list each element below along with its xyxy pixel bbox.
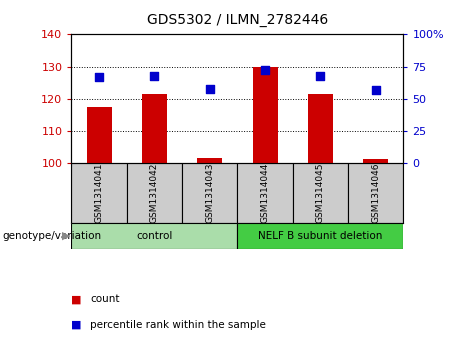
Text: count: count: [90, 294, 119, 305]
Point: [261, 67, 269, 73]
Bar: [182, 163, 237, 223]
Point: [95, 74, 103, 80]
Bar: [237, 163, 293, 223]
Bar: [127, 163, 182, 223]
Text: ▶: ▶: [62, 231, 70, 241]
Text: control: control: [136, 231, 172, 241]
Bar: [237, 223, 403, 249]
Point: [206, 86, 213, 92]
Text: GSM1314046: GSM1314046: [371, 162, 380, 223]
Bar: [348, 163, 403, 223]
Text: NELF B subunit deletion: NELF B subunit deletion: [258, 231, 383, 241]
Bar: [363, 159, 388, 163]
Bar: [87, 107, 112, 163]
Text: GDS5302 / ILMN_2782446: GDS5302 / ILMN_2782446: [147, 13, 328, 27]
Point: [317, 73, 324, 79]
Bar: [142, 94, 167, 163]
Bar: [293, 163, 348, 223]
Bar: [71, 223, 237, 249]
Point: [372, 87, 379, 93]
Bar: [197, 158, 222, 163]
Bar: [308, 94, 333, 163]
Bar: [253, 66, 278, 163]
Text: GSM1314045: GSM1314045: [316, 162, 325, 223]
Text: genotype/variation: genotype/variation: [2, 231, 101, 241]
Text: percentile rank within the sample: percentile rank within the sample: [90, 320, 266, 330]
Text: ■: ■: [71, 294, 82, 305]
Point: [151, 73, 158, 79]
Bar: [71, 163, 127, 223]
Text: GSM1314041: GSM1314041: [95, 162, 104, 223]
Text: ■: ■: [71, 320, 82, 330]
Text: GSM1314042: GSM1314042: [150, 162, 159, 223]
Text: GSM1314043: GSM1314043: [205, 162, 214, 223]
Text: GSM1314044: GSM1314044: [260, 162, 270, 223]
